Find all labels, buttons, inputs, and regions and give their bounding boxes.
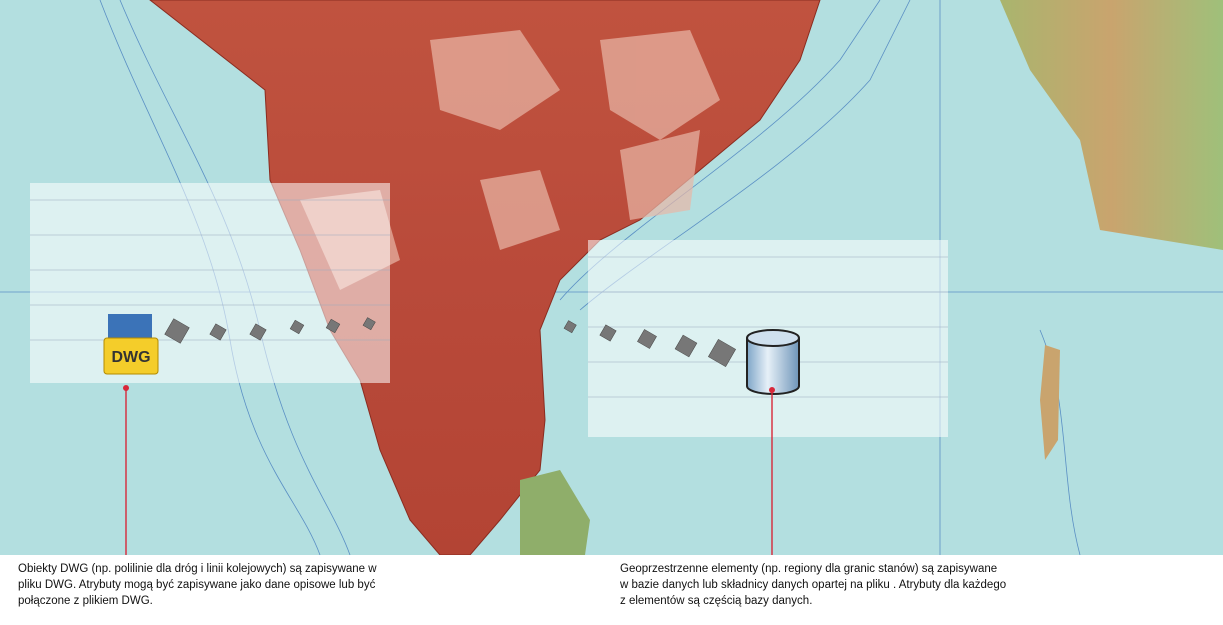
caption-line: Geoprzestrzenne elementy (np. regiony dl… bbox=[620, 563, 998, 575]
sri-lanka bbox=[520, 470, 590, 555]
myanmar bbox=[1000, 0, 1223, 250]
caption-line: pliku DWG. Atrybuty mogą być zapisywane … bbox=[18, 579, 376, 591]
callout-dot bbox=[769, 387, 775, 393]
caption-line: z elementów są częścią bazy danych. bbox=[620, 595, 813, 607]
caption-line: połączone z plikiem DWG. bbox=[18, 595, 153, 607]
database-icon bbox=[746, 329, 800, 395]
andaman-islands bbox=[1040, 345, 1060, 460]
caption-line: Obiekty DWG (np. polilinie dla dróg i li… bbox=[18, 563, 377, 575]
attribute-table bbox=[30, 183, 948, 437]
callout-lines bbox=[125, 388, 773, 555]
connector-cubes bbox=[164, 317, 737, 368]
caption-line: w bazie danych lub składnicy danych opar… bbox=[620, 579, 1007, 591]
icon-label: DWG bbox=[111, 349, 150, 366]
caption: Geoprzestrzenne elementy (np. regiony dl… bbox=[620, 561, 1006, 609]
map: DWG bbox=[0, 0, 1223, 555]
dwg-icon: DWG bbox=[103, 314, 159, 375]
callout-dot bbox=[123, 385, 129, 391]
caption: Obiekty DWG (np. polilinie dla dróg i li… bbox=[18, 561, 377, 609]
